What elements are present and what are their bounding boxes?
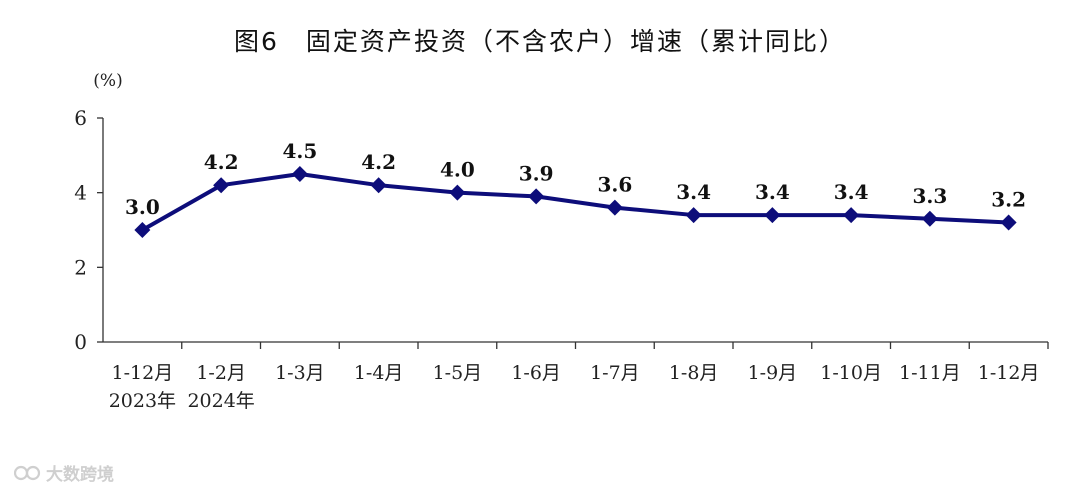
watermark-logo-icon [14,465,41,480]
x-tick-label: 1-8月 [669,362,719,384]
x-tick-label: 1-10月 [820,362,882,384]
chart-ticks: (%) 0 2 4 6 1-12月 1-2月 1-3月 1-4月 1-5月 1-6月 1-7月 1-8月… [74,71,1049,412]
x-tick-label: 1-11月 [899,362,961,384]
data-label: 4.0 [440,158,475,182]
data-point-marker [291,166,308,182]
x-tick-label: 1-7月 [590,362,640,384]
x-year-label: 2023年 [109,390,176,412]
series-line [141,172,1009,232]
y-axis-unit-label: (%) [93,71,122,91]
data-label: 3.4 [834,180,869,204]
watermark-text: 大数跨境 [46,465,114,485]
data-point-marker [764,207,781,224]
series-line-layer [141,172,1009,232]
data-point-marker [134,222,151,238]
data-point-marker [843,207,860,224]
data-point-marker [528,188,545,205]
data-point-marker [921,210,938,227]
y-tick-label: 6 [74,106,87,130]
data-point-marker [1000,214,1017,231]
data-point-marker [685,207,702,224]
data-label: 3.9 [519,161,554,185]
y-tick-label: 2 [74,255,87,279]
y-tick-label: 4 [74,181,87,205]
watermark: 大数跨境 [14,460,114,485]
data-label-layer: 3.0 4.2 4.5 4.2 4.0 3.9 3.6 3.4 3.4 3.4 3.3 3.2 [125,139,1026,219]
data-label: 3.3 [912,184,947,208]
data-label: 4.2 [361,150,396,174]
x-tick-label: 1-3月 [275,362,325,384]
chart-title: 图6 固定资产投资（不含农户）增速（累计同比） [234,27,846,56]
data-label: 3.2 [991,188,1026,212]
x-tick-label: 1-5月 [433,362,483,384]
data-label: 3.4 [755,180,790,204]
x-tick-label: 1-6月 [511,362,561,384]
y-tick-label: 0 [74,330,87,354]
data-point-marker [449,184,466,201]
x-tick-label: 1-12月 [112,362,174,384]
data-label: 3.6 [597,173,632,197]
data-point-marker [606,199,623,216]
data-label: 4.2 [204,150,239,174]
data-point-marker [213,177,230,194]
x-tick-label: 1-12月 [978,362,1040,384]
x-tick-label: 1-2月 [196,362,246,384]
x-tick-label: 1-4月 [354,362,404,384]
x-year-label: 2024年 [187,390,254,412]
data-label: 3.4 [676,180,711,204]
data-label: 3.0 [125,195,160,219]
x-tick-label: 1-9月 [748,362,798,384]
data-point-marker [370,177,387,194]
chart-axes [102,118,1048,343]
series-marker-layer [134,166,1017,238]
data-label: 4.5 [282,139,317,163]
